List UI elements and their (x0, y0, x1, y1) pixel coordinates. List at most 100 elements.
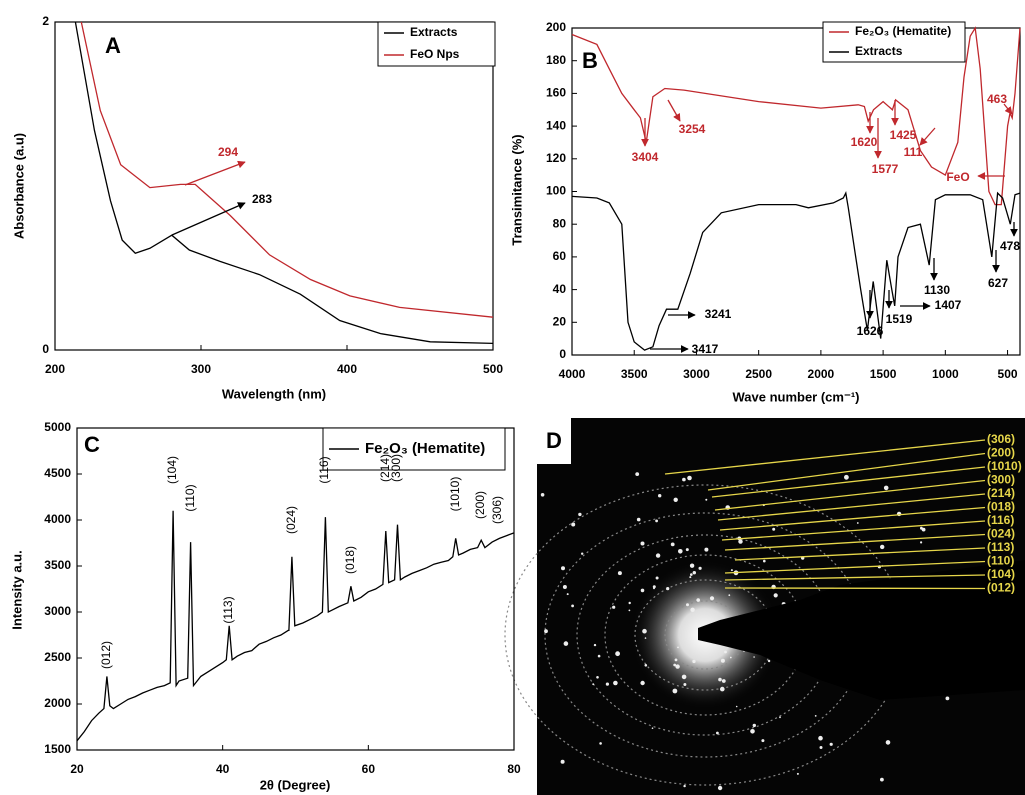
x-axis-title: Wave number (cm⁻¹) (732, 389, 859, 404)
diffraction-spot (710, 596, 714, 600)
diffraction-spot (689, 576, 691, 578)
diffraction-spot (677, 647, 679, 649)
diffraction-spot (857, 522, 859, 524)
reflection-label: (110) (987, 554, 1014, 568)
reflection-label: (1010) (987, 459, 1022, 473)
diffraction-spot (750, 729, 755, 734)
x-tick-label: 1000 (932, 367, 959, 381)
peak-label: (116) (317, 456, 331, 483)
peak-label: (104) (165, 456, 179, 484)
annotation-arrow (920, 128, 935, 145)
diffraction-spot (736, 706, 738, 708)
annotation: 1577 (872, 162, 899, 176)
annotation: FeO (946, 170, 969, 184)
diffraction-spot (920, 541, 922, 543)
plot-frame (77, 428, 514, 750)
y-tick-label: 3000 (44, 604, 71, 618)
panel-label: D (546, 428, 562, 453)
legend-label: FeO Nps (410, 47, 460, 61)
panel-label: C (84, 432, 100, 457)
diffraction-spot (763, 560, 766, 563)
reflection-label: (024) (987, 527, 1015, 541)
diffraction-spot (761, 739, 764, 742)
diffraction-spot (830, 743, 833, 746)
diffraction-spot (642, 629, 647, 634)
annotation: 294 (218, 145, 238, 159)
y-tick-label: 3500 (44, 558, 71, 572)
chart-panel: 4000350030002500200015001000500020406080… (509, 20, 1020, 404)
annotation: 1425 (890, 128, 917, 142)
annotation: 478 (1000, 239, 1020, 253)
y-tick-label: 20 (553, 314, 567, 328)
diffraction-spot (645, 637, 647, 639)
y-tick-label: 0 (42, 342, 49, 356)
y-tick-label: 60 (553, 249, 567, 263)
diffraction-spot (880, 545, 884, 549)
diffraction-spot (724, 651, 727, 654)
diffraction-spot (653, 585, 656, 588)
diffraction-spot (641, 542, 645, 546)
x-tick-label: 3000 (683, 367, 710, 381)
diffraction-spot (629, 610, 631, 612)
diffraction-spot (675, 659, 678, 662)
x-tick-label: 20 (70, 762, 84, 776)
diffraction-spot (563, 585, 567, 589)
diffraction-spot (772, 528, 775, 531)
diffraction-spot (656, 553, 660, 557)
x-tick-label: 400 (337, 362, 357, 376)
x-tick-label: 60 (362, 762, 376, 776)
reflection-label: (300) (987, 473, 1015, 487)
diffraction-spot (774, 593, 778, 597)
reflection-label: (200) (987, 446, 1015, 460)
diffraction-spot (655, 520, 658, 523)
y-tick-label: 4500 (44, 466, 71, 480)
x-tick-label: 500 (483, 362, 503, 376)
diffraction-spot (815, 715, 817, 717)
annotation: 627 (988, 276, 1008, 290)
annotation: 1407 (935, 298, 962, 312)
diffraction-spot (886, 740, 891, 745)
x-tick-label: 500 (998, 367, 1018, 381)
y-tick-label: 40 (553, 282, 567, 296)
peak-label: (113) (221, 596, 235, 623)
x-tick-label: 2000 (808, 367, 835, 381)
peak-label: (200) (473, 491, 487, 519)
annotation: 111 (904, 145, 923, 159)
saed-panel: D(306)(200)(1010)(300)(214)(018)(116)(02… (505, 418, 1025, 795)
diffraction-spot (716, 732, 719, 735)
diffraction-spot (581, 553, 583, 555)
diffraction-spot (683, 683, 686, 686)
diffraction-spot (730, 657, 732, 659)
x-tick-label: 1500 (870, 367, 897, 381)
x-tick-label: 200 (45, 362, 65, 376)
x-tick-label: 300 (191, 362, 211, 376)
peak-label: (018) (343, 546, 357, 574)
diffraction-spot (690, 564, 694, 568)
peak-label: (1010) (448, 477, 462, 512)
y-tick-label: 180 (546, 53, 566, 67)
diffraction-spot (652, 727, 654, 729)
diffraction-spot (567, 593, 569, 595)
x-axis-title: Wavelength (nm) (222, 386, 326, 401)
diffraction-spot (704, 548, 708, 552)
diffraction-spot (720, 687, 725, 692)
diffraction-spot (640, 681, 644, 685)
diffraction-spot (645, 664, 648, 667)
annotation: 463 (987, 92, 1007, 106)
y-tick-label: 120 (546, 151, 566, 165)
diffraction-spot (541, 493, 545, 497)
diffraction-spot (686, 603, 689, 606)
diffraction-spot (820, 746, 823, 749)
diffraction-spot (618, 571, 622, 575)
diffraction-spot (635, 472, 639, 476)
diffraction-spot (693, 571, 696, 574)
figure: D(306)(200)(1010)(300)(214)(018)(116)(02… (0, 0, 1025, 795)
diffraction-spot (666, 587, 669, 590)
annotation: 1626 (857, 324, 884, 338)
diffraction-spot (705, 499, 707, 501)
diffraction-spot (671, 543, 675, 547)
diffraction-spot (544, 629, 548, 633)
diffraction-spot (678, 549, 683, 554)
plot-frame (55, 22, 493, 350)
diffraction-spot (658, 494, 661, 497)
